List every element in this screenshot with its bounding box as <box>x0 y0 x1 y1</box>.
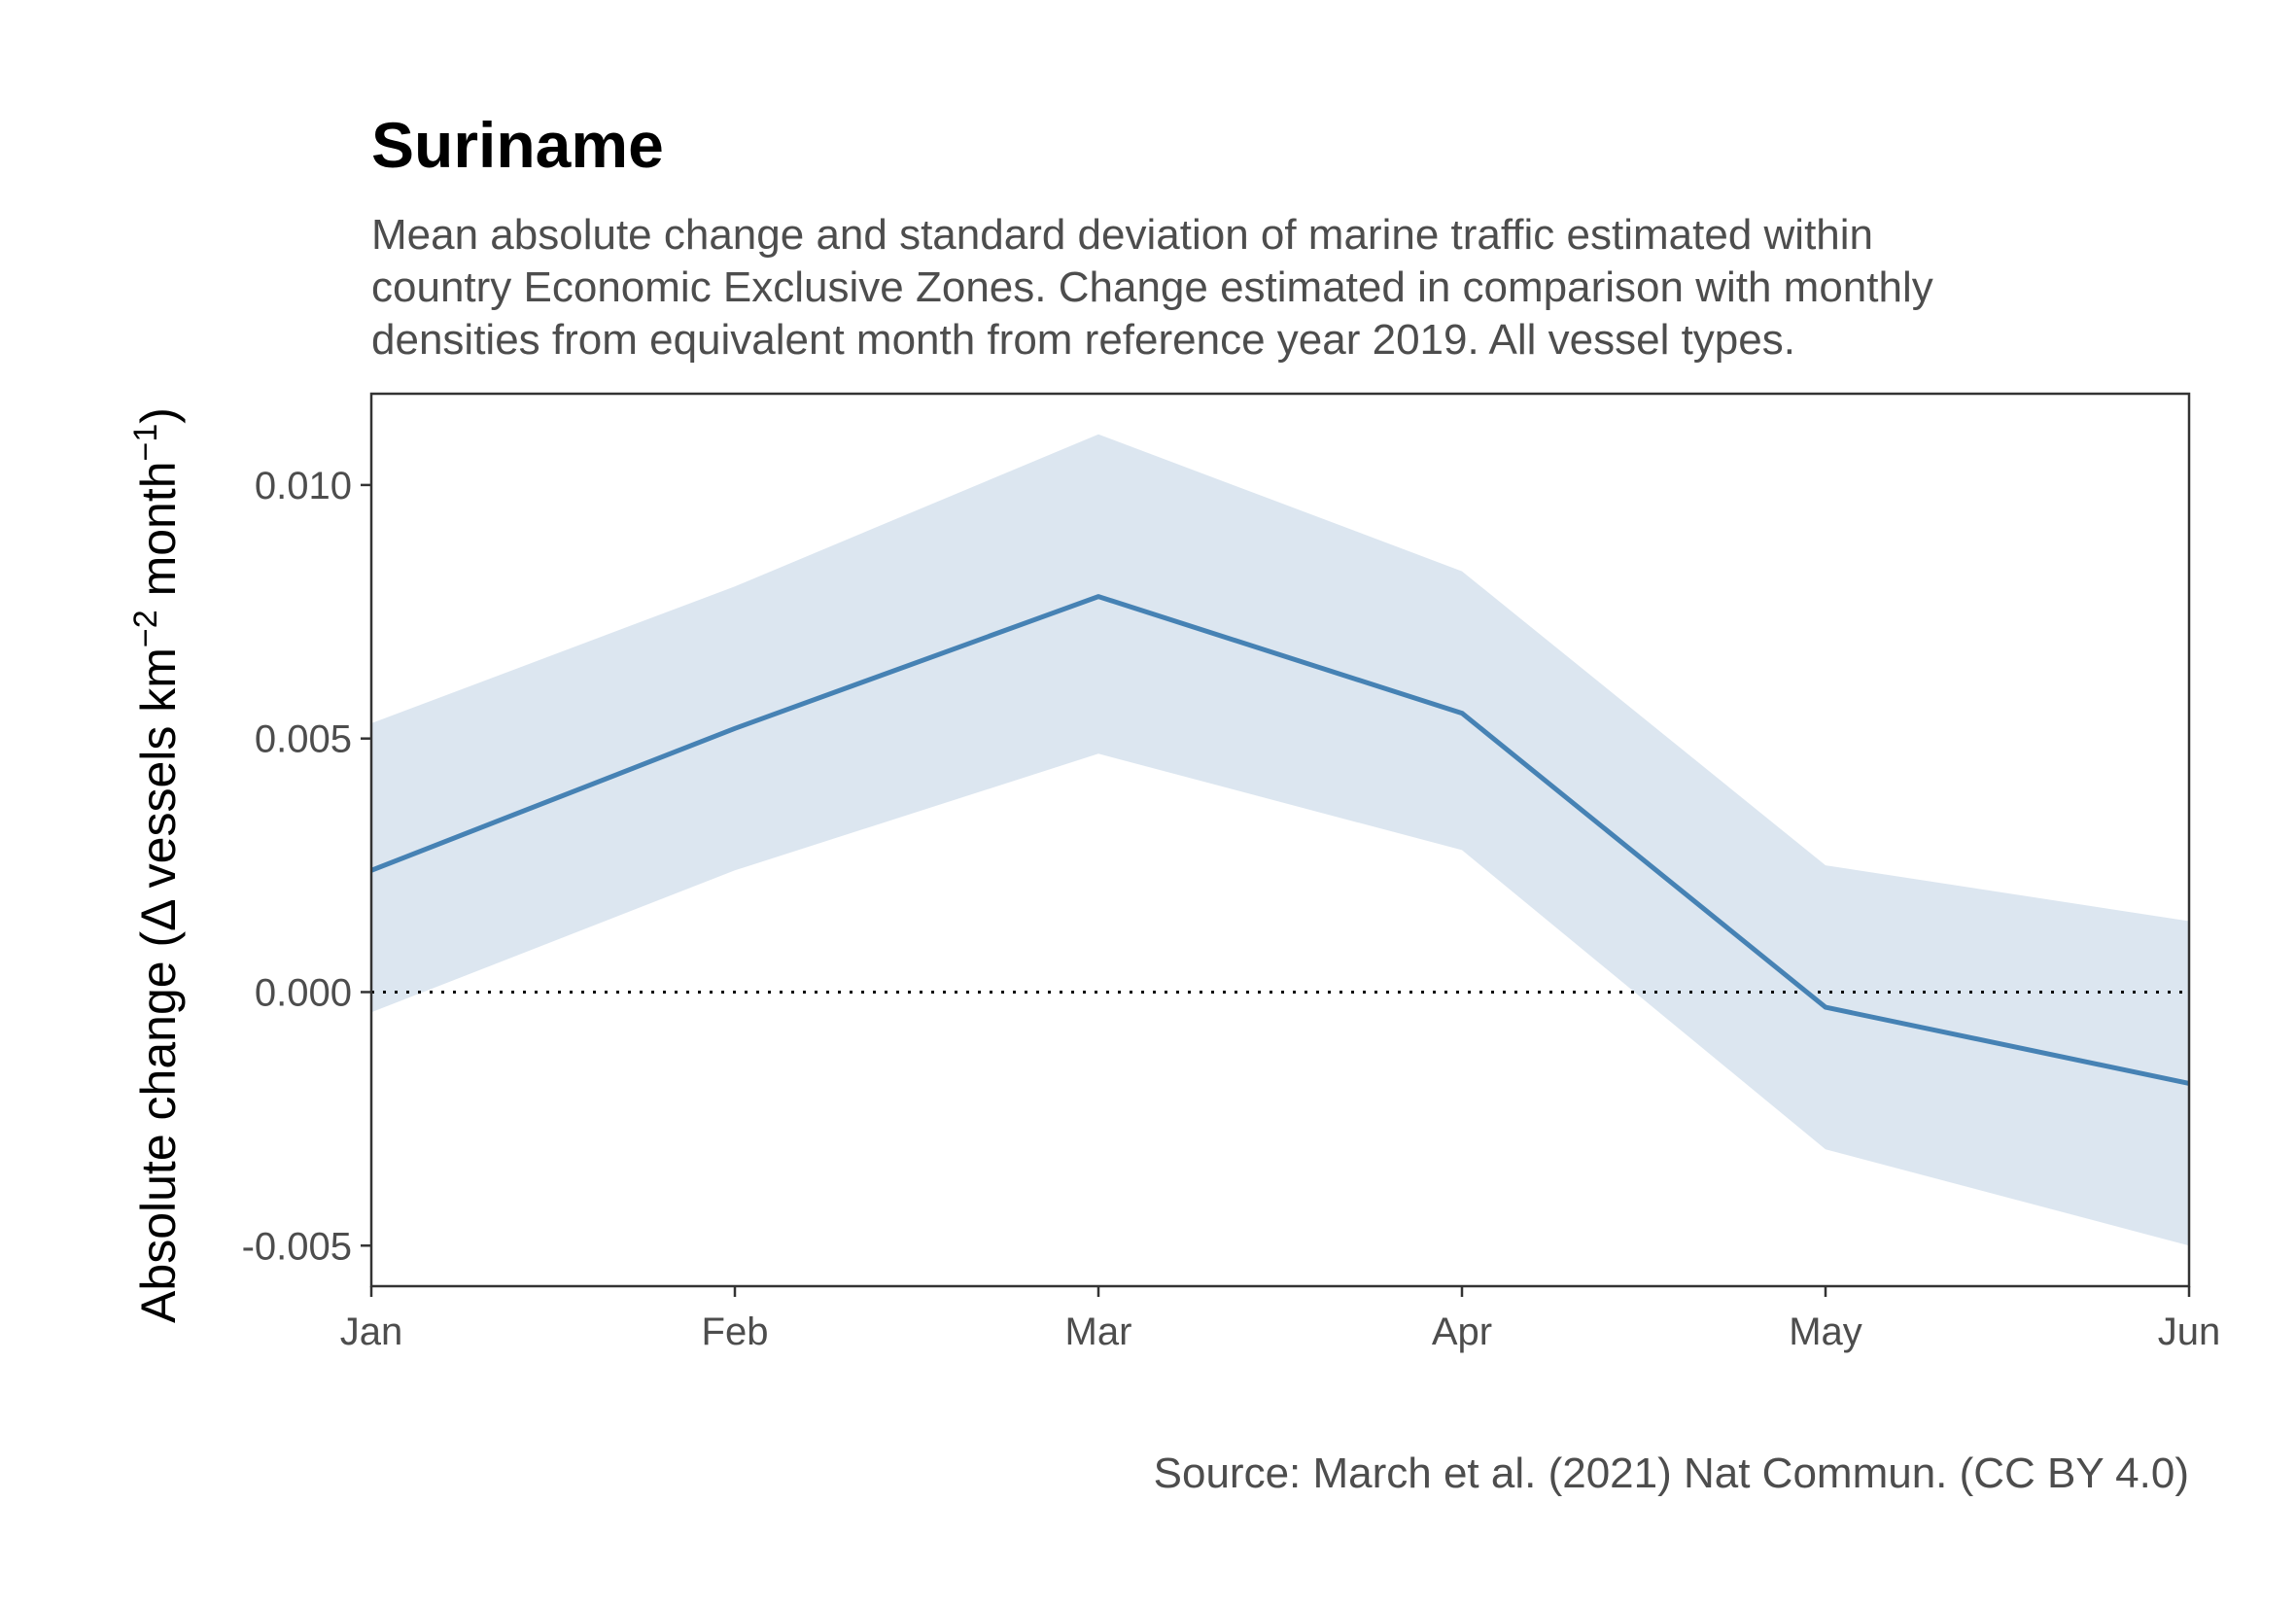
ylabel-prefix: Absolute change ( <box>131 931 186 1323</box>
x-tick-label: Apr <box>1432 1310 1492 1353</box>
ylabel-sup-b: −1 <box>127 424 164 462</box>
x-tick-label: Jan <box>340 1310 403 1353</box>
plot-area <box>369 392 2191 1288</box>
x-tick-label: Feb <box>702 1310 769 1353</box>
ylabel-suffix: ) <box>131 407 186 424</box>
subtitle-line-2: country Economic Exclusive Zones. Change… <box>371 263 1933 311</box>
ylabel-unit-a: vessels km <box>131 647 186 901</box>
subtitle-line-3: densities from equivalent month from ref… <box>371 316 1795 364</box>
x-tick-label: Mar <box>1065 1310 1132 1353</box>
mean-line <box>370 594 2190 1086</box>
y-tick-label: 0.000 <box>255 971 352 1014</box>
plot-frame <box>369 392 2191 1288</box>
chart-title: Suriname <box>371 109 664 181</box>
chart-caption: Source: March et al. (2021) Nat Commun. … <box>1154 1450 2189 1497</box>
y-axis: -0.005 0.000 0.005 0.010 <box>242 465 371 1268</box>
ylabel-delta: Δ <box>131 900 186 931</box>
chart-subtitle: Mean absolute change and standard deviat… <box>371 211 1933 364</box>
subtitle-line-1: Mean absolute change and standard deviat… <box>371 211 1873 259</box>
ylabel-sup-a: −2 <box>127 610 164 647</box>
x-tick-label: May <box>1789 1310 1862 1353</box>
y-tick-label: 0.005 <box>255 718 352 761</box>
y-axis-title: Absolute change (Δ vessels km−2 month−1) <box>127 407 186 1323</box>
x-tick-label: Jun <box>2158 1310 2221 1353</box>
x-axis: Jan Feb Mar Apr May Jun <box>340 1286 2221 1353</box>
y-tick-label: 0.010 <box>255 465 352 507</box>
sd-ribbon <box>371 434 2189 1246</box>
y-tick-label: -0.005 <box>242 1225 352 1268</box>
ylabel-unit-b: month <box>131 461 186 610</box>
